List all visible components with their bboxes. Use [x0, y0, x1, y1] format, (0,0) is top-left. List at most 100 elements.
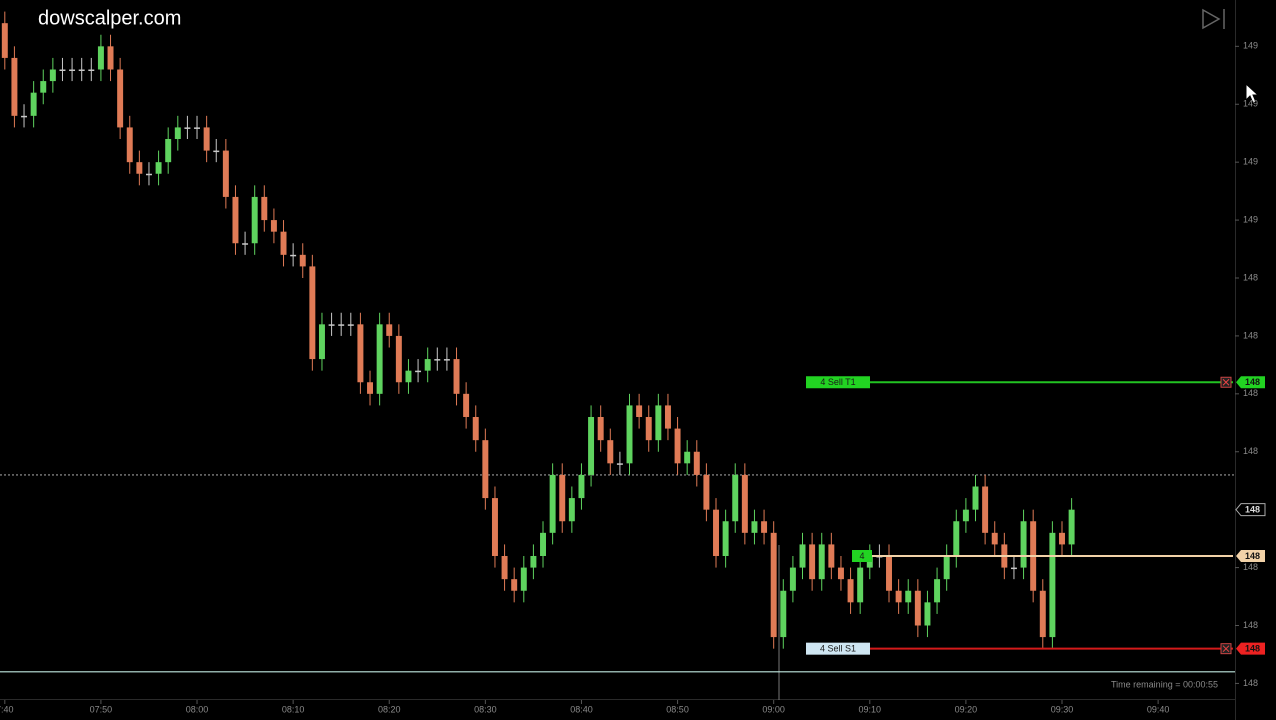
candle-body [386, 324, 393, 336]
cancel-x [1222, 378, 1230, 386]
candle-body [684, 451, 691, 464]
x-tick-label: 08:50 [666, 704, 689, 714]
x-tick-label: 09:00 [762, 704, 785, 714]
candle-body [674, 428, 681, 464]
x-tick-label: 7:40 [0, 704, 14, 714]
candle-body [549, 474, 556, 533]
price-tag-label: 148 [1245, 377, 1260, 387]
candle-body [616, 463, 623, 465]
candle-body [69, 69, 76, 71]
candle-body [261, 196, 268, 221]
candle-body [174, 127, 181, 139]
x-tick-label: 09:30 [1051, 704, 1074, 714]
candle-body [280, 231, 287, 255]
candle-body [309, 266, 316, 360]
candle-body [1068, 509, 1075, 545]
order-label-box [806, 376, 870, 389]
candle-body [597, 417, 604, 441]
candle-body [165, 139, 172, 163]
y-tick-label: 148 [1243, 330, 1258, 340]
x-tick-label: 08:30 [474, 704, 497, 714]
candle-body [357, 324, 364, 383]
x-tick-label: 09:10 [859, 704, 882, 714]
price-tag-label: 148 [1245, 644, 1260, 654]
candle-body [270, 220, 277, 232]
candle-body [136, 162, 143, 174]
candle-body [953, 521, 960, 556]
order-label: 4 Sell S1 [820, 644, 856, 654]
candle-body [943, 556, 950, 580]
y-tick-label: 148 [1243, 388, 1258, 398]
order-cancel-button[interactable] [1220, 376, 1232, 388]
candle-body [520, 567, 527, 591]
order-label: 4 [859, 551, 864, 561]
watermark: dowscalper.com [38, 7, 181, 29]
y-tick-label: 149 [1243, 157, 1258, 167]
y-tick-label: 148 [1243, 562, 1258, 572]
last-price-tag [1235, 503, 1266, 517]
candle-body [78, 69, 85, 71]
candle-body [886, 556, 892, 591]
y-tick-label: 149 [1243, 214, 1258, 224]
candle-body [1010, 567, 1017, 570]
candle-body [588, 417, 595, 475]
candle-body [88, 69, 95, 71]
x-tick-label: 08:10 [282, 704, 305, 714]
candle-body [924, 602, 931, 626]
candle-body [117, 69, 124, 128]
candle-body [30, 92, 37, 116]
candle-body [770, 532, 777, 638]
candle-body [242, 243, 249, 245]
candle-body [49, 69, 56, 82]
y-tick-label: 149 [1243, 41, 1258, 51]
candle-body [664, 405, 671, 429]
candle-body [59, 69, 66, 71]
candle-body [434, 359, 441, 361]
candle-body [395, 335, 402, 383]
candle-body [145, 173, 152, 176]
candle-body [780, 590, 787, 638]
candle-body [1059, 532, 1065, 545]
x-tick-label: 08:00 [186, 704, 209, 714]
order-cancel-button[interactable] [1220, 643, 1232, 655]
candle-body [607, 440, 614, 464]
candle-body [741, 474, 748, 533]
candle-body [511, 579, 518, 591]
x-tick-label: 09:20 [955, 704, 978, 714]
candle-body [828, 544, 835, 568]
candle-body [722, 521, 729, 556]
candle-body [232, 196, 239, 244]
candle-body [837, 567, 844, 580]
y-tick-label: 148 [1243, 446, 1258, 456]
candle-body [367, 382, 373, 394]
candle-body [713, 509, 719, 556]
candle-body [703, 474, 710, 510]
panel-toggle-icon[interactable] [1202, 8, 1225, 30]
order-label-box [852, 550, 872, 562]
last-price-label: 148 [1245, 505, 1260, 515]
candle-body [21, 115, 28, 118]
x-tick-label: 08:40 [570, 704, 593, 714]
candle-body [645, 417, 652, 441]
candle-body [789, 567, 796, 591]
candle-body [895, 590, 902, 603]
candle-body [97, 46, 104, 70]
candle-body [107, 46, 114, 70]
candle-body [347, 324, 354, 326]
order-label-box [806, 642, 870, 655]
candle-body [578, 474, 585, 499]
candle-body [501, 556, 508, 580]
x-tick-label: 09:40 [1147, 704, 1170, 714]
candle-body [799, 544, 806, 568]
candle-body [982, 486, 989, 533]
candle-body [415, 370, 422, 373]
candle-body [126, 127, 133, 163]
candle-body [40, 81, 47, 93]
candle-body [491, 498, 498, 556]
price-tag [1236, 376, 1265, 389]
candle-body [299, 254, 306, 267]
y-tick-label: 149 [1243, 99, 1258, 109]
candle-body [376, 324, 383, 394]
candle-body [328, 324, 335, 326]
